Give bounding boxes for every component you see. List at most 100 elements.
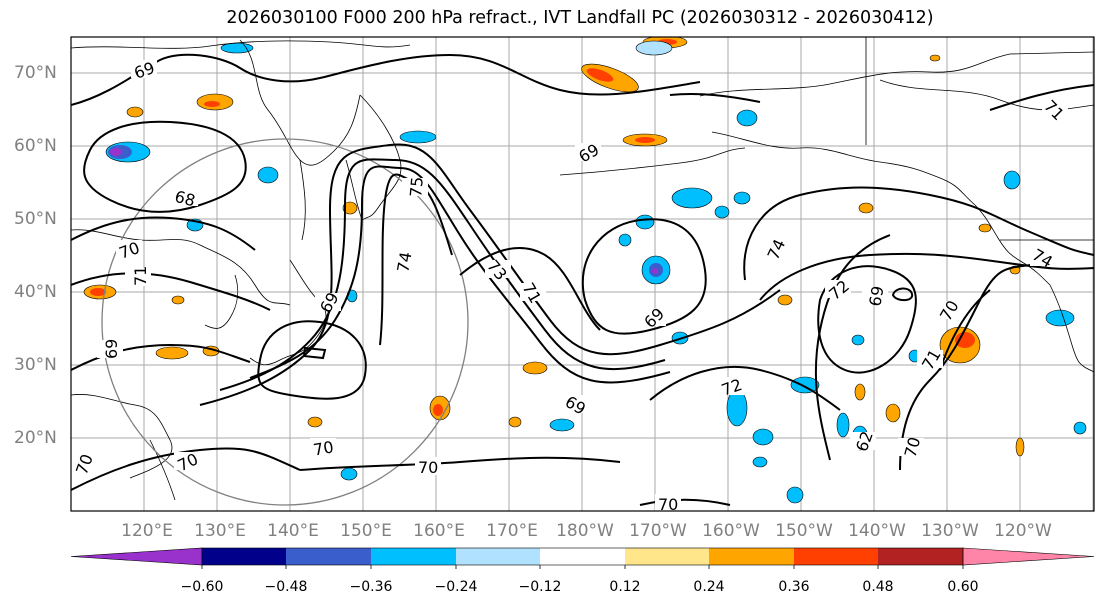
contour-label-bg [97, 340, 123, 358]
colorbar-bin [456, 548, 540, 565]
colorbar-tick-label: −0.12 [519, 579, 562, 595]
lon-label: 160°W [702, 521, 760, 541]
contour-69-center [581, 218, 707, 335]
coast-asia-north [71, 40, 411, 49]
lon-label: 130°E [194, 521, 246, 541]
contour-label: 70 [418, 458, 438, 477]
colorbar-bin [371, 548, 456, 565]
contour-label: 70 [901, 435, 925, 460]
contour-label-bg [1042, 100, 1068, 118]
contour-72-east [759, 252, 1094, 301]
neg-blob [836, 412, 850, 438]
neg-blob [1045, 309, 1075, 327]
coast-china-south [71, 394, 173, 479]
contour-70-far [814, 234, 891, 461]
contour-label: 69 [102, 339, 121, 359]
contour-70-sw [71, 447, 301, 491]
neg-blob [618, 233, 632, 247]
colorbar-tick-label: −0.24 [435, 579, 478, 595]
contour-label: 70 [312, 437, 335, 459]
contour-label-bg [415, 457, 441, 475]
contour-label-bg [898, 438, 924, 456]
contour-label-bg [762, 240, 788, 258]
contour-label-bg [520, 283, 546, 301]
coast-japan [249, 259, 327, 366]
neg-blob [549, 418, 575, 432]
colorbar-tick-label: 0.60 [947, 579, 978, 595]
map-layers: 69 69 68 70 71 69 69 70 70 70 74 73 75 [71, 37, 1094, 514]
pos-blob [90, 288, 106, 296]
latitude-labels: 70°N 60°N 50°N 40°N 30°N 20°N [14, 63, 57, 448]
pos-blob [342, 201, 358, 215]
colorbar-extend-right [962, 547, 1095, 566]
contour-68 [83, 120, 247, 213]
lon-label: 150°W [775, 521, 833, 541]
neg-blob [652, 268, 658, 274]
lon-label: 170°E [486, 521, 538, 541]
neg-blob [110, 148, 122, 156]
coast-kamchatka [345, 94, 402, 221]
coast-okhotsk [239, 39, 361, 166]
contour-70-bottom [639, 498, 731, 506]
lon-label: 120°W [994, 521, 1052, 541]
colorbar-outline [201, 547, 964, 566]
landfall-circle [101, 138, 469, 506]
neg-blob [752, 456, 768, 468]
colorbar-bin [540, 548, 625, 565]
contour-69-west [71, 343, 251, 371]
pos-blob [155, 346, 189, 360]
colorbar-bin [709, 548, 794, 565]
contour-73 [459, 246, 601, 331]
colorbar-tick-label: 0.48 [862, 579, 893, 595]
contour-label: 70 [658, 495, 678, 514]
contour-jet-2 [219, 158, 666, 391]
neg-blob [1073, 421, 1087, 435]
colorbar-bin [794, 548, 878, 565]
contour-label-bg [825, 280, 851, 298]
neg-blob [635, 40, 673, 56]
contour-label-bg [315, 293, 341, 311]
contour-label-bg [935, 301, 961, 319]
contour-jet-3 [249, 165, 671, 384]
pos-blob [508, 416, 522, 428]
contour-small-box [302, 346, 327, 360]
pos-blob [1015, 437, 1025, 457]
contour-71-west [71, 272, 271, 311]
colorbar-tick-label: −0.48 [265, 579, 308, 595]
map-title: 2026030100 F000 200 hPa refract., IVT La… [226, 8, 934, 28]
coast-aleutians [559, 147, 746, 176]
pos-blob [978, 223, 992, 233]
contour-japan-ring [257, 320, 367, 400]
longitude-labels: 120°E 130°E 140°E 150°E 160°E 170°E 180°W 170°W… [121, 521, 1052, 541]
contour-69-east [817, 265, 917, 374]
contour-71-ne [989, 84, 1094, 111]
neg-blob [752, 428, 774, 446]
lon-label: 150°E [340, 521, 392, 541]
contour-label: 71 [131, 266, 150, 286]
contour-label-bg [640, 308, 666, 326]
contour-label-bg [917, 350, 943, 368]
contour-label: 68 [173, 187, 198, 211]
contour-72-center [649, 365, 841, 411]
colorbar-tick-label: −0.36 [350, 579, 393, 595]
neg-blob [671, 187, 713, 209]
pos-blob [885, 403, 901, 423]
lat-label: 30°N [14, 355, 57, 375]
refractivity-contours [71, 53, 1094, 506]
map-frame [70, 36, 1095, 512]
neg-blob [790, 376, 820, 394]
colorbar: −0.60 −0.48 −0.36 −0.24 −0.12 0.12 0.24 0.36 0.4… [70, 547, 1095, 595]
pos-blob [433, 404, 443, 416]
colorbar-tick-label: 0.24 [693, 579, 724, 595]
lat-label: 60°N [14, 136, 57, 156]
coast-philippines [149, 439, 176, 501]
contour-label-bg [1030, 248, 1056, 266]
colorbar-bin [202, 548, 286, 565]
contour-label-bg [174, 452, 200, 470]
contour-label-bg [172, 188, 198, 206]
coast-alaska-south [711, 131, 976, 206]
lat-label: 20°N [14, 428, 57, 448]
contour-label: 75 [406, 176, 427, 198]
contour-label-group: 69 69 68 70 71 69 69 70 70 70 74 73 75 [71, 58, 1068, 514]
contour-label-bg [575, 143, 601, 161]
